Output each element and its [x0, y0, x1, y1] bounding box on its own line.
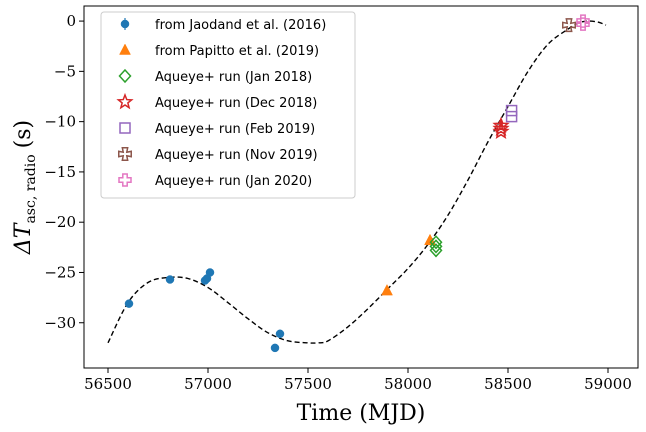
series-0-point-0	[124, 299, 134, 308]
y-tick-label-5: −25	[44, 263, 76, 281]
series-5-point-0	[562, 18, 576, 33]
legend-label-0: from Jaodand et al. (2016)	[155, 18, 326, 33]
x-tick-label-0: 56500	[84, 375, 132, 393]
x-tick-label-2: 57500	[284, 375, 332, 393]
series-6-point-1	[576, 17, 590, 31]
fit-curve-layer	[107, 20, 607, 344]
legend-label-1: from Papitto et al. (2019)	[155, 44, 319, 59]
series-2-point-0	[429, 235, 443, 250]
y-axis-title-main: ΔT	[11, 221, 36, 255]
legend-label-2: Aqueye+ run (Jan 2018)	[155, 70, 312, 85]
y-axis-title-unit: (s)	[11, 120, 36, 148]
x-axis-title: Time (MJD)	[297, 401, 426, 426]
y-tick-label-6: −30	[44, 314, 76, 332]
series-3-point-0	[492, 116, 510, 134]
legend-box	[100, 11, 356, 199]
data-points-layer	[124, 14, 590, 353]
series-0-point-6	[275, 329, 285, 339]
series-2-point-1	[429, 239, 443, 254]
legend-label-3: Aqueye+ run (Dec 2018)	[155, 96, 317, 111]
y-axis-title-sub: asc, radio	[23, 154, 39, 223]
y-tick-label-1: −5	[54, 62, 76, 80]
series-0-point-1	[165, 275, 175, 284]
legend-marker-2	[118, 68, 132, 84]
plot-frame	[83, 5, 639, 369]
series-1-point-0	[381, 284, 393, 296]
x-tick-label-5: 59000	[584, 375, 632, 393]
legend-marker-6	[118, 173, 132, 187]
series-3-point-2	[492, 122, 510, 140]
y-tick-label-3: −15	[44, 163, 76, 181]
legend-marker-0	[120, 19, 130, 29]
x-tick-label-3: 58000	[384, 375, 432, 393]
y-tick-label-2: −10	[44, 113, 76, 131]
series-3-point-1	[492, 119, 510, 137]
series-4-point-0	[505, 104, 518, 117]
legend-label-5: Aqueye+ run (Nov 2019)	[155, 148, 318, 163]
legend-label-4: Aqueye+ run (Feb 2019)	[155, 122, 315, 137]
series-2-point-2	[429, 243, 443, 258]
series-0-point-4	[205, 268, 215, 277]
ticks-layer: 56500 57000 57500 58000 58500 59000 0 −5 −10 −15 −…	[44, 12, 632, 393]
x-tick-label-1: 57000	[184, 375, 232, 393]
x-tick-label-4: 58500	[484, 375, 532, 393]
legend-items: from Jaodand et al. (2016) from Papitto e…	[116, 18, 326, 189]
series-0-point-5	[270, 343, 280, 353]
legend-label-6: Aqueye+ run (Jan 2020)	[155, 174, 312, 189]
fit-curve	[107, 20, 607, 344]
legend-marker-4	[119, 122, 131, 134]
series-4-point-1	[505, 110, 518, 123]
y-axis-title: ΔTasc, radio (s)	[11, 120, 39, 255]
legend: from Jaodand et al. (2016) from Papitto e…	[100, 11, 356, 199]
legend-marker-1	[119, 43, 131, 55]
y-tick-label-4: −20	[44, 213, 76, 231]
y-tick-label-0: 0	[66, 12, 76, 30]
legend-marker-5	[118, 147, 132, 161]
legend-marker-3	[116, 92, 134, 110]
